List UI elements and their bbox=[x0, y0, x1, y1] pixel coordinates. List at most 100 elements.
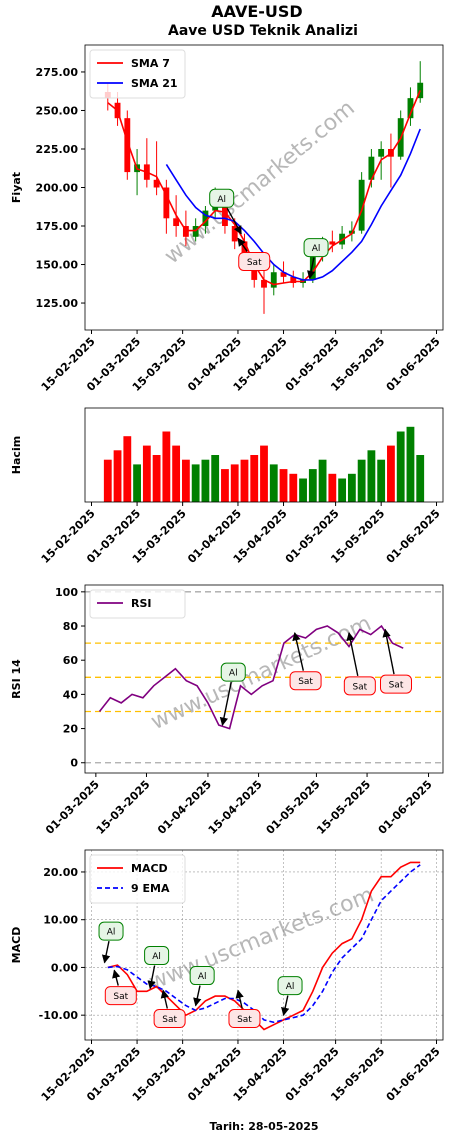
candle-body bbox=[192, 226, 199, 237]
legend-label: SMA 21 bbox=[131, 77, 178, 90]
volume-bar bbox=[191, 464, 200, 502]
volume-bar bbox=[338, 478, 347, 502]
volume-bar bbox=[221, 469, 229, 502]
candle-body bbox=[202, 210, 209, 227]
volume-bar bbox=[328, 473, 337, 502]
volume-bar bbox=[289, 473, 298, 502]
annotation-label: Sat bbox=[237, 1015, 252, 1025]
annotation-label: Al bbox=[286, 982, 295, 992]
candle-body bbox=[173, 218, 180, 227]
title: AAVE-USD bbox=[211, 2, 302, 21]
axes-frame bbox=[84, 584, 444, 774]
legend-box bbox=[89, 854, 186, 904]
annotation-arrow bbox=[281, 995, 290, 1016]
x-tick-label: 01-06-2025 bbox=[376, 778, 435, 837]
axes-frame bbox=[84, 849, 444, 1041]
volume-bar bbox=[416, 455, 425, 502]
annotation-arrow bbox=[307, 257, 316, 280]
volume-bar bbox=[269, 464, 278, 502]
y-axis-label: Fiyat bbox=[10, 172, 23, 203]
candle-body bbox=[290, 276, 297, 284]
annotation-box bbox=[277, 976, 303, 996]
y-tick-label: 275.00 bbox=[36, 66, 79, 79]
annotation-box bbox=[189, 966, 215, 986]
annotation-box bbox=[220, 662, 246, 682]
volume-bar bbox=[299, 478, 307, 502]
candle-body bbox=[378, 148, 385, 157]
y-tick-label: 10.00 bbox=[43, 914, 78, 927]
volume-bar bbox=[230, 464, 239, 502]
annotation-label: Al bbox=[229, 669, 238, 679]
candle-body bbox=[182, 226, 189, 237]
y-tick-label: 100 bbox=[55, 586, 78, 599]
volume-bar bbox=[211, 455, 220, 502]
volume-bar bbox=[240, 459, 249, 502]
annotation-box bbox=[144, 946, 170, 966]
annotation-arrow bbox=[219, 682, 232, 726]
candle-body bbox=[358, 179, 365, 231]
axes-frame bbox=[84, 44, 444, 331]
annotation-box bbox=[238, 251, 271, 271]
annotation-label: Al bbox=[198, 972, 207, 982]
annotation-arrow bbox=[235, 989, 244, 1009]
volume-bar bbox=[377, 459, 386, 502]
watermark: www.uscmarkets.com bbox=[147, 611, 375, 735]
annotation-box bbox=[209, 188, 235, 208]
y-tick-label: 150.00 bbox=[36, 259, 79, 272]
legend-label: SMA 7 bbox=[131, 57, 170, 70]
annotation-box bbox=[289, 671, 322, 691]
legend-label: MACD bbox=[131, 862, 168, 875]
annotation-box bbox=[153, 1009, 186, 1029]
series-line bbox=[107, 90, 421, 286]
legend-label: RSI bbox=[131, 597, 152, 610]
x-axis-label: Tarih: 28-05-2025 bbox=[209, 1120, 318, 1133]
candle-body bbox=[407, 98, 414, 119]
candle-body bbox=[261, 279, 267, 288]
annotation-label: Sat bbox=[162, 1015, 177, 1025]
legend: SMA 7 SMA 21 bbox=[89, 49, 186, 99]
volume-bar bbox=[181, 459, 190, 502]
annotation-arrow bbox=[292, 632, 305, 671]
candle-body bbox=[153, 179, 160, 188]
annotation-box bbox=[104, 986, 137, 1006]
candle-body bbox=[222, 205, 228, 227]
annotation-arrow bbox=[382, 628, 395, 675]
annotation-label: Al bbox=[152, 952, 161, 962]
volume-bar bbox=[103, 459, 112, 502]
annotation-box bbox=[379, 674, 412, 694]
candle-body bbox=[163, 187, 170, 219]
legend-label: 9 EMA bbox=[131, 882, 170, 895]
annotation-label: Al bbox=[217, 195, 226, 205]
y-tick-label: 200.00 bbox=[36, 182, 79, 195]
legend: MACD 9 EMA bbox=[89, 854, 186, 904]
y-tick-label: 20 bbox=[63, 723, 79, 736]
volume-bar bbox=[387, 445, 395, 502]
annotation-arrow bbox=[346, 632, 359, 676]
annotation-arrow bbox=[160, 989, 169, 1009]
volume-bar bbox=[113, 450, 122, 502]
annotation-arrow bbox=[101, 941, 111, 964]
volume-bar bbox=[123, 436, 132, 502]
annotation-arrow bbox=[226, 207, 242, 235]
y-tick-label: 125.00 bbox=[36, 297, 79, 310]
annotation-arrow bbox=[193, 985, 202, 1007]
annotation-box bbox=[98, 921, 124, 941]
y-tick-label: 20.00 bbox=[43, 866, 78, 879]
x-tick-label: 01-06-2025 bbox=[384, 507, 443, 566]
y-tick-label: 250.00 bbox=[36, 104, 79, 117]
series-line bbox=[107, 861, 421, 1031]
y-tick-label: 40 bbox=[63, 688, 79, 701]
legend-box bbox=[89, 49, 186, 99]
annotation-label: Al bbox=[312, 244, 321, 254]
volume-bar bbox=[357, 459, 366, 502]
volume-bar bbox=[260, 445, 268, 502]
legend-box bbox=[89, 589, 186, 619]
volume-bar bbox=[250, 455, 259, 502]
annotation-label: Al bbox=[107, 928, 116, 938]
candle-body bbox=[270, 272, 277, 288]
volume-bar bbox=[201, 459, 210, 502]
y-axis-label: MACD bbox=[10, 927, 23, 964]
candle-body bbox=[241, 241, 248, 257]
volume-bar bbox=[406, 426, 415, 502]
volume-bar bbox=[162, 431, 171, 502]
